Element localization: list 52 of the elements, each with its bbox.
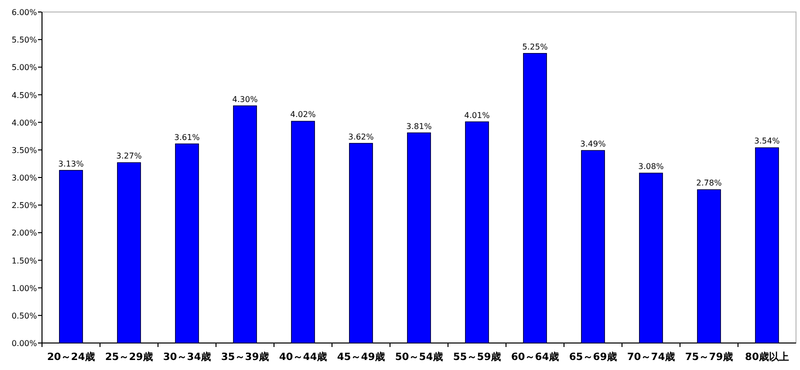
bar xyxy=(175,144,199,344)
bar xyxy=(117,162,141,344)
data-label: 5.25% xyxy=(522,42,548,52)
x-tick-label: 25～29歳 xyxy=(105,351,153,363)
x-tick-label: 70～74歳 xyxy=(627,351,675,363)
data-label: 3.54% xyxy=(754,136,780,146)
x-tick-label: 80歳以上 xyxy=(745,351,789,363)
data-label: 4.30% xyxy=(232,94,258,104)
data-label: 4.02% xyxy=(290,110,316,120)
data-label: 3.27% xyxy=(116,152,142,161)
x-tick-label: 35～39歳 xyxy=(221,351,269,363)
y-tick-label: 1.50% xyxy=(12,256,38,266)
data-label: 3.49% xyxy=(580,139,606,148)
x-tick-label: 65～69歳 xyxy=(569,351,617,363)
bar xyxy=(581,150,605,344)
y-tick-label: 2.50% xyxy=(12,201,38,210)
y-tick-label: 0.50% xyxy=(12,311,38,320)
bar xyxy=(407,132,431,344)
bar xyxy=(639,172,663,344)
x-tick-label: 60～64歳 xyxy=(511,351,559,363)
x-tick-label: 50～54歳 xyxy=(395,351,443,363)
data-label: 3.08% xyxy=(638,162,664,172)
y-tick-label: 5.50% xyxy=(12,36,38,45)
bar xyxy=(291,120,315,344)
bar xyxy=(755,147,779,344)
y-tick-label: 2.00% xyxy=(12,228,38,238)
bar xyxy=(349,142,373,344)
x-tick-label: 75～79歳 xyxy=(685,351,733,363)
x-tick-label: 40～44歳 xyxy=(279,351,327,363)
x-tick-label: 45～49歳 xyxy=(337,351,385,363)
y-tick-label: 1.00% xyxy=(12,284,38,293)
x-tick-label: 20～24歳 xyxy=(47,351,95,363)
bar xyxy=(523,53,547,344)
y-tick-label: 5.00% xyxy=(12,63,38,72)
data-label: 3.62% xyxy=(348,132,374,142)
y-tick-label: 3.50% xyxy=(12,146,38,155)
y-tick-label: 6.00% xyxy=(12,8,38,17)
bar xyxy=(697,189,721,344)
data-label: 3.81% xyxy=(406,122,432,131)
y-tick-label: 4.00% xyxy=(12,118,38,128)
y-tick-label: 0.00% xyxy=(12,339,38,348)
bar xyxy=(465,121,489,344)
data-label: 3.13% xyxy=(58,159,84,168)
x-tick-label: 55～59歳 xyxy=(453,351,501,363)
y-tick-label: 3.00% xyxy=(12,174,38,182)
bar xyxy=(233,105,257,344)
bar xyxy=(59,170,83,344)
data-label: 2.78% xyxy=(696,178,722,188)
data-label: 3.61% xyxy=(174,132,200,142)
data-label: 4.01% xyxy=(464,110,490,120)
y-tick-label: 4.50% xyxy=(12,90,38,100)
x-tick-label: 30～34歳 xyxy=(163,351,211,363)
